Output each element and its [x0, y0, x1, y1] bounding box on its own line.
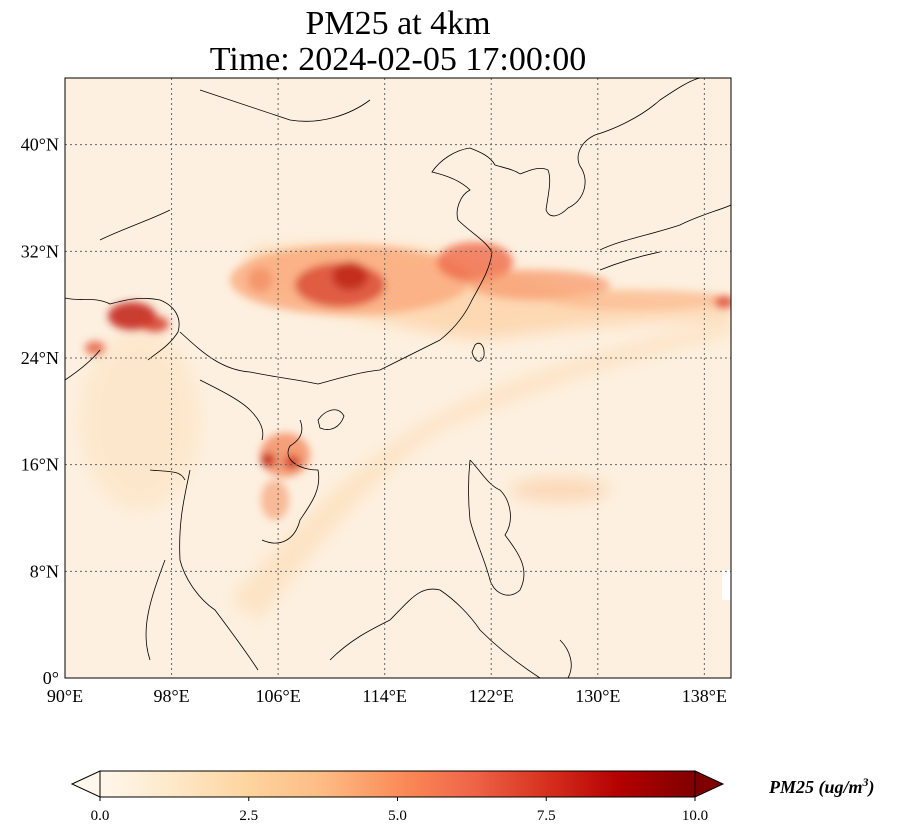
- chart-title: PM25 at 4km: [305, 5, 491, 42]
- lon-tick-label: 130°E: [575, 686, 620, 706]
- lon-tick-label: 106°E: [256, 686, 301, 706]
- lon-tick-label: 138°E: [682, 686, 727, 706]
- lon-tick-label: 90°E: [47, 686, 83, 706]
- lon-tick-label: 114°E: [362, 686, 407, 706]
- chart-subtitle: Time: 2024-02-05 17:00:00: [209, 41, 587, 78]
- colorbar-label: PM25 (ug/m3): [768, 775, 875, 798]
- gridlines: [65, 78, 731, 678]
- lat-tick-label: 8°N: [30, 561, 59, 581]
- pm25-field: [65, 78, 731, 678]
- colorbar-ticks: 0.0 2.5 5.0 7.5 10.0: [91, 797, 708, 824]
- colorbar-extend-max: [694, 770, 725, 798]
- lat-tick-label: 40°N: [21, 135, 59, 155]
- colorbar-tick-label: 7.5: [537, 808, 556, 824]
- colorbar-gradient: [100, 771, 695, 797]
- lat-tick-label: 0°: [43, 668, 59, 688]
- colorbar: 0.0 2.5 5.0 7.5 10.0 PM25 (ug/m3): [70, 770, 875, 824]
- lon-tick-labels: 90°E 98°E 106°E 114°E 122°E 130°E 138°E: [47, 686, 727, 706]
- colorbar-extend-min: [70, 770, 101, 798]
- lat-tick-labels: 0° 8°N 16°N 24°N 32°N 40°N: [21, 135, 59, 688]
- colorbar-tick-label: 5.0: [388, 808, 407, 824]
- lat-tick-label: 16°N: [21, 455, 59, 475]
- lon-tick-label: 98°E: [153, 686, 189, 706]
- lat-tick-label: 32°N: [21, 241, 59, 261]
- lon-tick-label: 122°E: [469, 686, 514, 706]
- colorbar-tick-label: 0.0: [91, 808, 110, 824]
- map-frame: [64, 77, 732, 679]
- lat-tick-label: 24°N: [21, 348, 59, 368]
- colorbar-tick-label: 2.5: [239, 808, 258, 824]
- colorbar-tick-label: 10.0: [682, 808, 708, 824]
